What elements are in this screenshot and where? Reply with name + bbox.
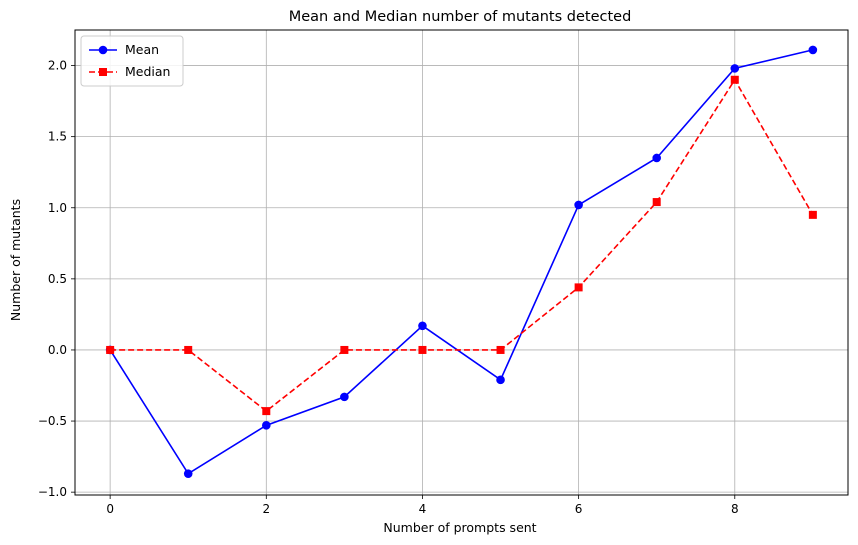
legend-item-median: Median <box>89 64 170 79</box>
median-point <box>652 198 661 207</box>
median-point <box>340 345 349 354</box>
series-median <box>106 75 817 416</box>
legend-swatch-marker <box>98 45 108 55</box>
y-tick-label: 1.5 <box>48 130 67 144</box>
median-point <box>418 345 427 354</box>
mean-point <box>652 153 662 163</box>
mean-point <box>418 321 427 331</box>
legend-swatch-marker <box>99 68 107 76</box>
x-tick-label: 8 <box>731 502 739 516</box>
median-point <box>574 283 583 292</box>
legend: Mean Median <box>80 35 184 87</box>
median-point <box>184 345 193 354</box>
y-tick-label: 0.0 <box>48 343 67 357</box>
x-tick-label: 6 <box>575 502 583 516</box>
legend-item-mean: Mean <box>89 42 159 57</box>
median-point <box>106 345 115 354</box>
y-axis-ticks: −1.0 −0.5 0.0 0.5 1.0 1.5 2.0 <box>38 59 75 499</box>
mean-point <box>340 392 349 402</box>
median-line <box>110 78 814 413</box>
mean-point <box>261 421 271 430</box>
x-axis-ticks: 0 2 4 6 8 <box>106 495 739 516</box>
y-axis-label: Number of mutants <box>8 199 23 321</box>
axes-background <box>75 30 848 495</box>
median-point <box>496 345 505 354</box>
y-tick-label: 1.0 <box>48 201 67 215</box>
y-tick-label: 2.0 <box>48 59 67 73</box>
legend-label: Mean <box>125 42 159 57</box>
mean-line <box>109 49 814 475</box>
plot-area: 0 2 4 6 8 −1.0 −0.5 0.0 0.5 1.0 1.5 2.0 <box>38 29 849 516</box>
mean-point <box>808 45 818 55</box>
x-tick-label: 2 <box>262 502 270 516</box>
x-axis-label: Number of prompts sent <box>383 520 536 535</box>
grid <box>75 30 848 495</box>
chart-title: Mean and Median number of mutants detect… <box>289 9 632 25</box>
axes-frame <box>74 29 849 496</box>
y-tick-label: −0.5 <box>38 414 67 428</box>
series-layer <box>105 45 818 478</box>
mean-point <box>496 375 505 385</box>
x-tick-label: 4 <box>419 502 427 516</box>
legend-label: Median <box>125 64 170 79</box>
mean-point <box>183 469 193 478</box>
mean-point <box>730 64 740 73</box>
x-tick-label: 0 <box>106 502 114 516</box>
median-point <box>808 210 817 219</box>
y-tick-label: −1.0 <box>38 485 67 499</box>
median-point <box>730 75 739 84</box>
y-tick-label: 0.5 <box>48 272 67 286</box>
median-point <box>262 407 271 416</box>
mean-point <box>574 200 583 210</box>
